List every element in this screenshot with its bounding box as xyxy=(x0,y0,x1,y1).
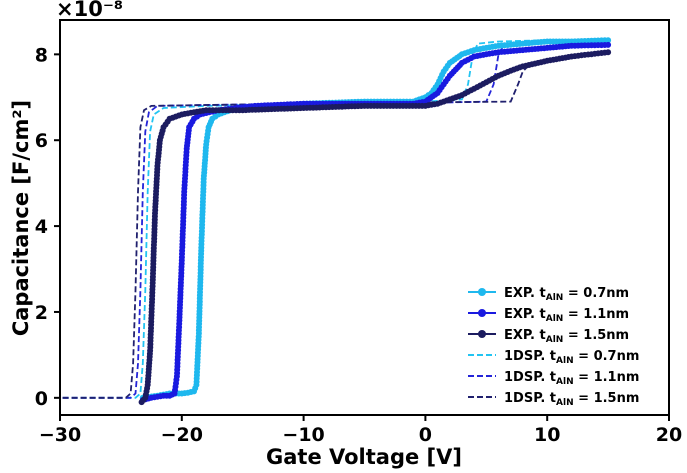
legend-item-3: 1DSP. tAlN = 0.7nm xyxy=(468,349,639,366)
series-line xyxy=(142,39,609,399)
legend-label: 1DSP. tAlN = 0.7nm xyxy=(504,349,639,366)
legend-item-5: 1DSP. tAlN = 1.5nm xyxy=(468,391,639,408)
series-0 xyxy=(139,37,612,401)
series-line xyxy=(60,38,609,399)
legend-label: 1DSP. tAlN = 1.1nm xyxy=(504,370,639,387)
series-line xyxy=(142,43,609,401)
series-line xyxy=(60,51,609,399)
data-point xyxy=(605,41,612,48)
y-tick-label: 2 xyxy=(35,302,48,324)
legend-marker xyxy=(478,288,486,296)
x-tick-label: 20 xyxy=(656,424,682,446)
legend-label: EXP. tAlN = 1.5nm xyxy=(504,328,629,345)
plot-frame xyxy=(59,19,670,416)
series-5 xyxy=(60,51,609,399)
x-tick-label: −20 xyxy=(161,424,203,446)
series-4 xyxy=(60,41,609,399)
y-tick-label: 6 xyxy=(35,130,48,152)
y-tick-label: 8 xyxy=(35,44,48,66)
legend-marker xyxy=(478,330,486,338)
legend-label: EXP. tAlN = 0.7nm xyxy=(504,286,629,303)
x-tick-label: 0 xyxy=(419,424,432,446)
ticks-layer: −30 −20 −10 0 10 20 0 2 4 6 8 xyxy=(35,44,682,446)
x-tick-label: −10 xyxy=(282,424,324,446)
x-axis-title: Gate Voltage [V] xyxy=(266,445,462,469)
x-tick-label: −30 xyxy=(39,424,81,446)
legend-label: 1DSP. tAlN = 1.5nm xyxy=(504,391,639,408)
legend: EXP. tAlN = 0.7nm EXP. tAlN = 1.1nm EXP. t… xyxy=(468,286,639,408)
legend-item-2: EXP. tAlN = 1.5nm xyxy=(468,328,629,345)
series-layer xyxy=(60,37,612,406)
data-point xyxy=(605,49,612,56)
series-1 xyxy=(139,41,612,403)
y-tick-label: 4 xyxy=(35,216,48,238)
series-line xyxy=(60,41,609,399)
legend-marker xyxy=(478,309,486,317)
data-point xyxy=(605,37,612,44)
y-axis-title: Capacitance [F/cm²] xyxy=(9,100,33,336)
series-2 xyxy=(138,49,612,406)
x-tick-label: 10 xyxy=(534,424,560,446)
y-multiplier-label: ×10⁻⁸ xyxy=(56,0,123,21)
legend-item-0: EXP. tAlN = 0.7nm xyxy=(468,286,629,303)
legend-item-4: 1DSP. tAlN = 1.1nm xyxy=(468,370,639,387)
series-3 xyxy=(60,38,609,399)
legend-item-1: EXP. tAlN = 1.1nm xyxy=(468,307,629,324)
y-tick-label: 0 xyxy=(35,388,48,410)
legend-label: EXP. tAlN = 1.1nm xyxy=(504,307,629,324)
